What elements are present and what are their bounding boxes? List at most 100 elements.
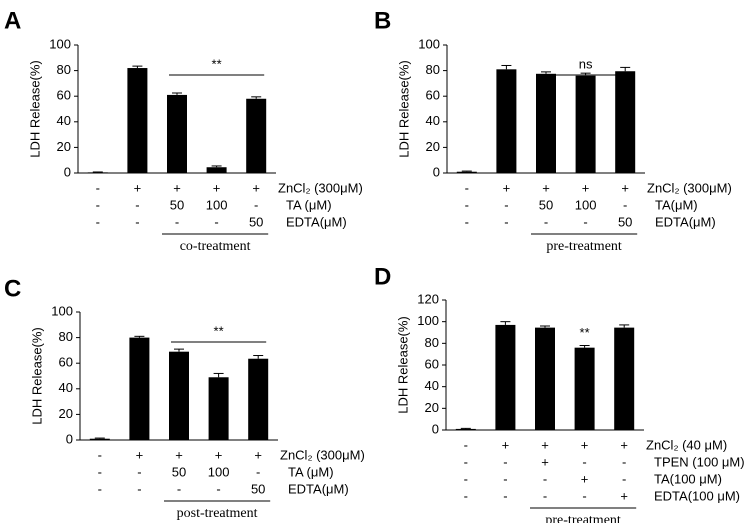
treatment-cell: - xyxy=(465,180,469,195)
bar xyxy=(496,69,517,173)
y-tick-label: 20 xyxy=(57,139,71,154)
treatment-cell: 50 xyxy=(251,481,265,496)
treatment-cell: - xyxy=(623,197,627,212)
treatment-row-label: TA (μM) xyxy=(288,464,334,479)
bar xyxy=(456,171,477,173)
treatment-cell: - xyxy=(214,214,218,229)
treatment-cell: - xyxy=(175,214,179,229)
treatment-cell: 50 xyxy=(618,214,632,229)
treatment-cell: + xyxy=(621,180,629,195)
treatment-cell: - xyxy=(135,197,139,212)
y-axis-label: LDH Release(%) xyxy=(29,327,44,425)
treatment-cell: - xyxy=(254,197,258,212)
y-tick-label: 40 xyxy=(59,380,73,395)
treatment-cell: - xyxy=(503,488,507,503)
treatment-cell: + xyxy=(254,447,262,462)
y-tick-label: 100 xyxy=(51,303,73,318)
y-tick-label: 0 xyxy=(64,164,71,179)
treatment-cell: + xyxy=(213,180,221,195)
significance-label: ** xyxy=(212,56,222,71)
treatment-cell: - xyxy=(98,464,102,479)
y-tick-label: 80 xyxy=(59,329,73,344)
treatment-cell: + xyxy=(252,180,260,195)
treatment-cell: + xyxy=(582,180,590,195)
bar xyxy=(89,438,110,440)
treatment-cell: 50 xyxy=(172,464,186,479)
y-tick-label: 120 xyxy=(417,291,439,306)
treatment-cell: 50 xyxy=(170,197,184,212)
treatment-cell: - xyxy=(504,197,508,212)
treatment-cell: 50 xyxy=(249,214,263,229)
treatment-cell: 100 xyxy=(206,197,228,212)
treatment-row-label: EDTA(μM) xyxy=(286,214,347,229)
y-tick-label: 20 xyxy=(425,400,439,415)
treatment-row-label: EDTA(μM) xyxy=(655,214,716,229)
y-tick-label: 80 xyxy=(57,62,71,77)
y-tick-label: 0 xyxy=(432,421,439,436)
bar xyxy=(574,347,595,430)
treatment-cell: - xyxy=(256,464,260,479)
treatment-cell: + xyxy=(503,180,511,195)
treatment-cell: - xyxy=(216,481,220,496)
treatment-cell: - xyxy=(503,454,507,469)
treatment-cell: + xyxy=(620,437,628,452)
treatment-cell: - xyxy=(135,214,139,229)
treatment-row-label: ZnCl₂ (300μM) xyxy=(647,180,732,195)
y-tick-label: 60 xyxy=(59,355,73,370)
bar xyxy=(495,324,516,430)
treatment-cell: + xyxy=(542,180,550,195)
bar xyxy=(615,71,636,173)
treatment-cell: + xyxy=(175,447,183,462)
panel-letter: A xyxy=(4,7,21,34)
treatment-cell: - xyxy=(177,481,181,496)
treatment-cell: - xyxy=(464,488,468,503)
treatment-cell: + xyxy=(134,180,142,195)
treatment-cell: + xyxy=(215,447,223,462)
treatment-row-label: TA(μM) xyxy=(655,197,698,212)
treatment-cell: - xyxy=(96,180,100,195)
bar xyxy=(246,98,267,173)
treatment-label: pre-treatment xyxy=(545,513,621,523)
y-tick-label: 60 xyxy=(426,88,440,103)
bar xyxy=(208,377,229,440)
significance-label: ** xyxy=(214,323,224,338)
bar xyxy=(127,68,148,173)
y-tick-label: 60 xyxy=(57,88,71,103)
treatment-row-label: TPEN (100 μM) xyxy=(654,454,745,469)
treatment-cell: 50 xyxy=(539,197,553,212)
treatment-cell: - xyxy=(464,471,468,486)
treatment-cell: + xyxy=(581,471,589,486)
treatment-row-label: ZnCl₂ (40 μM) xyxy=(646,437,727,452)
treatment-cell: - xyxy=(503,471,507,486)
bar xyxy=(167,94,187,173)
treatment-cell: + xyxy=(173,180,181,195)
bar xyxy=(575,75,596,173)
treatment-cell: - xyxy=(582,488,586,503)
treatment-cell: - xyxy=(137,481,141,496)
bar xyxy=(129,337,150,440)
y-tick-label: 40 xyxy=(425,378,439,393)
y-tick-label: 100 xyxy=(49,36,71,51)
y-axis-label: LDH Release(%) xyxy=(27,60,42,158)
treatment-cell: - xyxy=(543,471,547,486)
treatment-row-label: TA(100 μM) xyxy=(654,471,722,486)
y-axis-label: LDH Release(%) xyxy=(395,316,410,414)
y-tick-label: 0 xyxy=(66,431,73,446)
y-tick-label: 100 xyxy=(418,36,440,51)
bar xyxy=(455,428,476,430)
bar xyxy=(248,358,269,440)
treatment-row-label: EDTA(μM) xyxy=(288,481,349,496)
treatment-row-label: EDTA(100 μM) xyxy=(654,488,740,503)
treatment-cell: - xyxy=(582,454,586,469)
treatment-cell: - xyxy=(137,464,141,479)
treatment-label: pre-treatment xyxy=(546,239,622,254)
treatment-cell: 100 xyxy=(575,197,597,212)
treatment-cell: + xyxy=(502,437,510,452)
treatment-cell: 100 xyxy=(208,464,230,479)
panel-letter: D xyxy=(374,263,391,290)
y-tick-label: 60 xyxy=(425,356,439,371)
treatment-cell: - xyxy=(96,197,100,212)
treatment-label: post-treatment xyxy=(177,506,258,521)
y-tick-label: 0 xyxy=(433,164,440,179)
y-tick-label: 40 xyxy=(426,113,440,128)
